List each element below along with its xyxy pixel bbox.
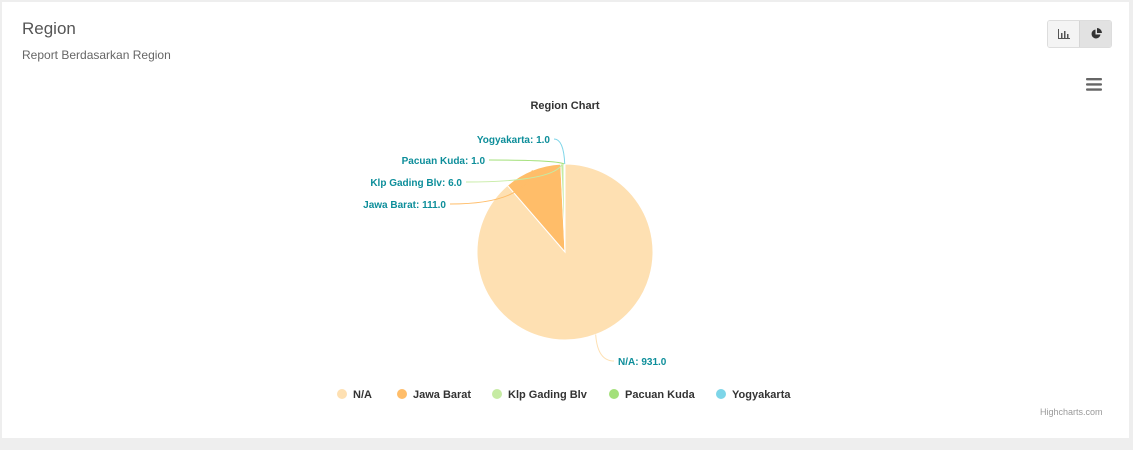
hamburger-menu-icon bbox=[1086, 77, 1102, 91]
pie-chart-icon bbox=[1091, 28, 1102, 39]
chart-menu-button[interactable] bbox=[1084, 74, 1104, 94]
pie-slice-yogyakarta[interactable] bbox=[563, 163, 566, 253]
legend-symbol-klp-gading-blv bbox=[492, 389, 502, 399]
bar-chart-icon bbox=[1057, 29, 1070, 39]
bar-chart-button[interactable] bbox=[1048, 21, 1079, 47]
connector-n-a bbox=[595, 334, 615, 362]
data-label-pacuan-kuda: Pacuan Kuda: 1.0 bbox=[402, 156, 486, 167]
data-label-jawa-barat: Jawa Barat: 111.0 bbox=[363, 200, 446, 211]
legend-symbol-jawa-barat bbox=[397, 389, 407, 399]
legend-label-n-a: N/A bbox=[353, 389, 372, 401]
data-label-klp-gading-blv: Klp Gading Blv: 6.0 bbox=[370, 178, 462, 189]
legend-label-jawa-barat: Jawa Barat bbox=[413, 389, 471, 401]
panel-title: Region bbox=[22, 19, 76, 38]
connector-jawa-barat bbox=[449, 170, 533, 205]
connector-yogyakarta bbox=[553, 138, 566, 165]
highcharts-credits[interactable]: Highcharts.com bbox=[1040, 407, 1103, 417]
legend-label-pacuan-kuda: Pacuan Kuda bbox=[625, 389, 696, 401]
legend-item-jawa-barat[interactable]: Jawa Barat bbox=[397, 389, 471, 401]
pie-chart-button[interactable] bbox=[1079, 21, 1111, 47]
data-label-yogyakarta: Yogyakarta: 1.0 bbox=[477, 135, 551, 146]
legend-item-n-a[interactable]: N/A bbox=[337, 389, 372, 401]
legend-symbol-pacuan-kuda bbox=[609, 389, 619, 399]
data-label-n-a: N/A: 931.0 bbox=[618, 357, 667, 368]
connector-pacuan-kuda bbox=[488, 159, 565, 165]
connector-klp-gading-blv bbox=[465, 163, 563, 183]
legend-symbol-n-a bbox=[337, 389, 347, 399]
legend-symbol-yogyakarta bbox=[716, 389, 726, 399]
legend-label-klp-gading-blv: Klp Gading Blv bbox=[508, 389, 588, 401]
legend-item-yogyakarta[interactable]: Yogyakarta bbox=[716, 389, 791, 401]
legend-item-pacuan-kuda[interactable]: Pacuan Kuda bbox=[609, 389, 696, 401]
chart-title: Region Chart bbox=[530, 100, 599, 112]
panel-subtitle: Report Berdasarkan Region bbox=[22, 48, 171, 62]
legend-label-yogyakarta: Yogyakarta bbox=[732, 389, 791, 401]
legend-item-klp-gading-blv[interactable]: Klp Gading Blv bbox=[492, 389, 588, 401]
chart-type-toggle bbox=[1047, 20, 1112, 48]
